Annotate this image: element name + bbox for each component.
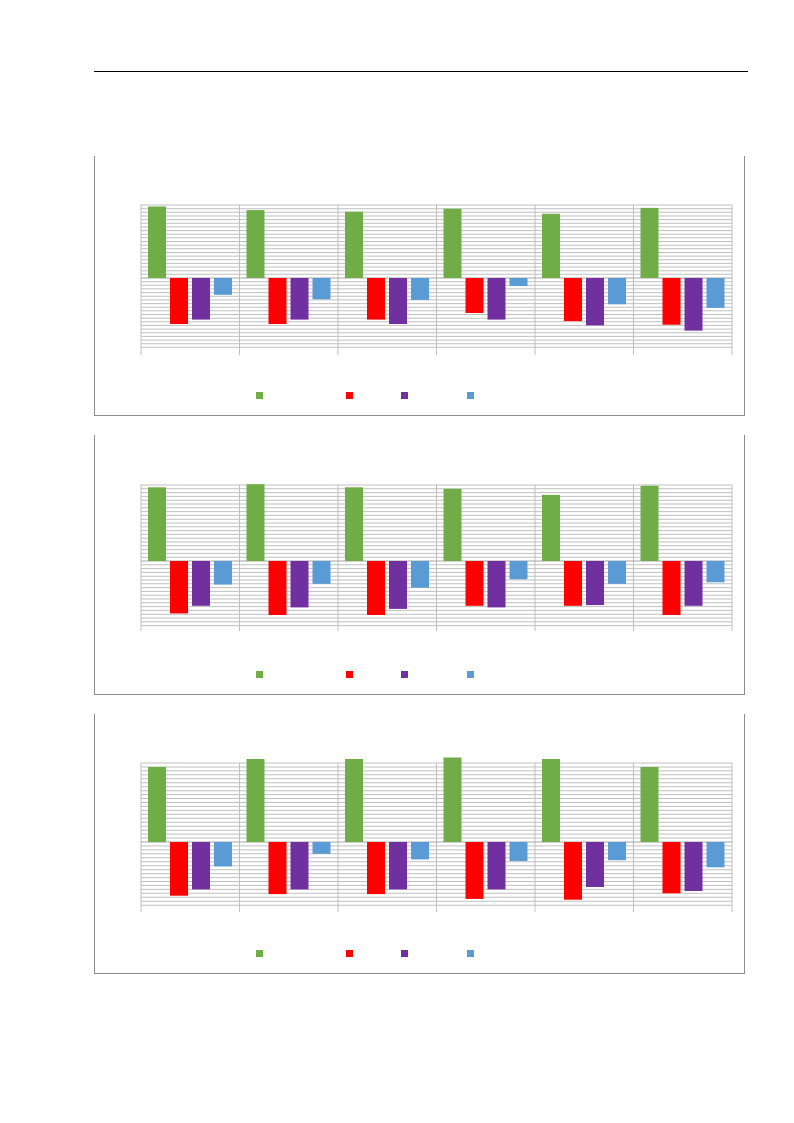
bar: [345, 759, 363, 842]
bar: [268, 842, 287, 895]
bar: [214, 278, 232, 295]
legend-swatch: [401, 671, 408, 678]
legend-swatch: [401, 392, 408, 399]
bar: [290, 561, 309, 608]
legend-swatch: [346, 950, 353, 957]
bar: [564, 278, 582, 322]
bar: [608, 842, 626, 861]
bar: [465, 561, 484, 606]
chart-2-svg: [140, 484, 733, 678]
bar: [487, 842, 506, 890]
bar: [662, 842, 681, 894]
bar: [684, 842, 703, 891]
bar: [148, 767, 166, 842]
bar: [312, 561, 331, 584]
bar: [268, 278, 287, 324]
bar: [192, 561, 210, 606]
bar: [312, 842, 331, 854]
bar: [586, 842, 604, 887]
bar: [509, 561, 528, 580]
legend-swatch: [256, 671, 263, 678]
bar: [586, 561, 604, 606]
legend-swatch: [467, 392, 474, 399]
bar: [706, 842, 725, 868]
bar: [148, 206, 166, 278]
chart-panel-1: [94, 156, 745, 416]
bar: [345, 211, 363, 278]
bar: [367, 278, 385, 320]
bar: [542, 213, 560, 278]
bar: [389, 842, 407, 890]
bar: [443, 488, 462, 561]
bar: [411, 561, 429, 588]
bar: [246, 210, 265, 278]
bar: [487, 561, 506, 608]
bar: [443, 208, 462, 278]
bar: [662, 278, 681, 325]
bar: [684, 278, 703, 331]
bar: [170, 842, 188, 896]
bar: [246, 484, 265, 561]
bar: [312, 278, 331, 300]
bar: [148, 487, 166, 561]
bar: [509, 842, 528, 861]
bar: [367, 561, 385, 615]
legend-swatch: [256, 950, 263, 957]
bar: [465, 842, 484, 899]
bar: [564, 842, 582, 900]
bar: [684, 561, 703, 606]
bar: [345, 487, 363, 561]
bar: [586, 278, 604, 326]
chart-panel-3: [94, 714, 745, 974]
bar: [509, 278, 528, 286]
bar: [608, 561, 626, 584]
chart-1-svg: [140, 204, 733, 399]
bar: [706, 278, 725, 308]
bar: [411, 842, 429, 860]
bar: [640, 207, 659, 278]
bar: [192, 278, 210, 320]
bar: [542, 759, 560, 842]
bar: [608, 278, 626, 305]
bar: [640, 767, 659, 842]
bar: [192, 842, 210, 890]
bar: [465, 278, 484, 313]
bar: [542, 494, 560, 561]
chart-panel-2: [94, 435, 745, 695]
bar: [170, 278, 188, 324]
bar: [290, 842, 309, 890]
legend-swatch: [346, 392, 353, 399]
bar: [662, 561, 681, 615]
legend-swatch: [467, 671, 474, 678]
bar: [443, 757, 462, 842]
legend-swatch: [256, 392, 263, 399]
bar: [411, 278, 429, 300]
bar: [389, 278, 407, 324]
bar: [268, 561, 287, 615]
legend-swatch: [401, 950, 408, 957]
bar: [290, 278, 309, 320]
bar: [564, 561, 582, 606]
bar: [246, 759, 265, 842]
legend-swatch: [467, 950, 474, 957]
bar: [389, 561, 407, 609]
bar: [367, 842, 385, 895]
bar: [214, 561, 232, 585]
header-rule: [94, 71, 748, 72]
bar: [487, 278, 506, 320]
bar: [706, 561, 725, 583]
bar: [214, 842, 232, 867]
bar: [640, 485, 659, 561]
legend-swatch: [346, 671, 353, 678]
bar: [170, 561, 188, 614]
chart-3-svg: [140, 757, 733, 957]
